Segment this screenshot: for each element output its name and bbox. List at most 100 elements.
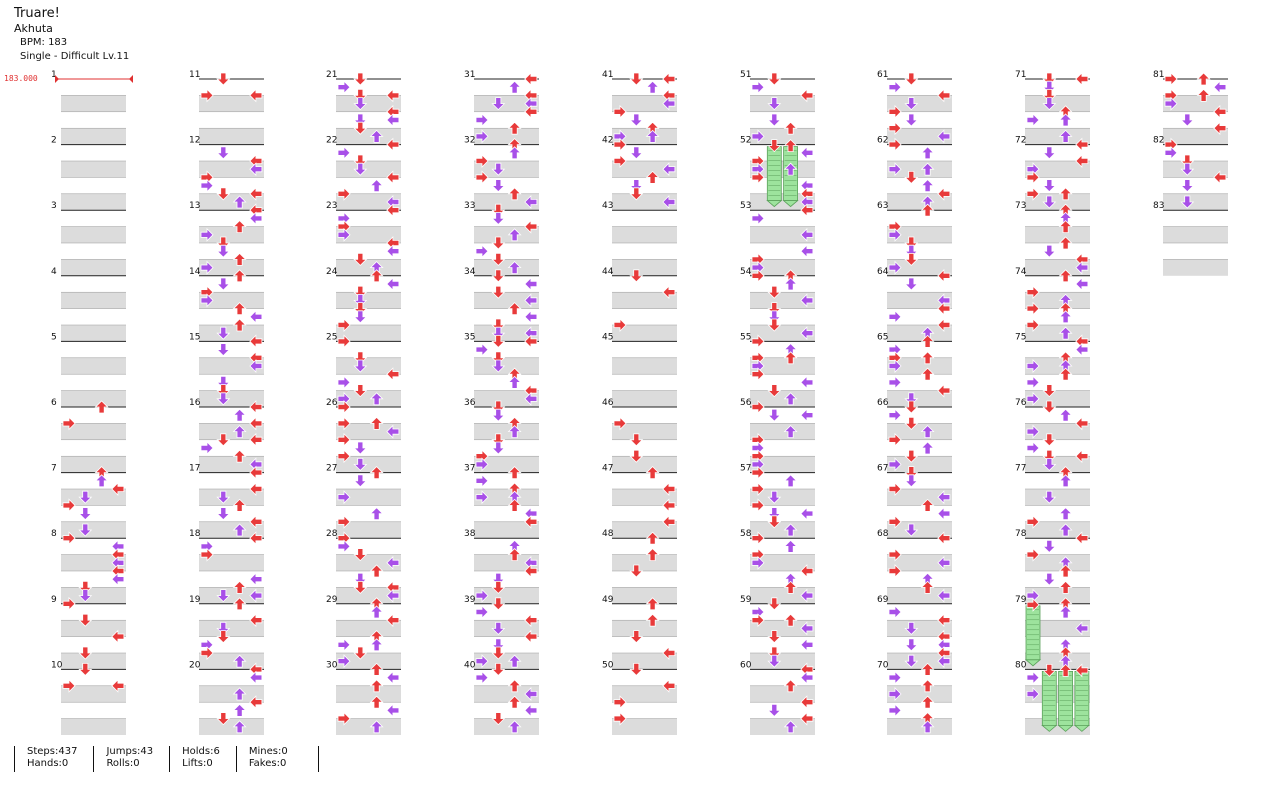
right-arrow <box>662 646 676 660</box>
beat-stripe <box>61 489 126 506</box>
measure-number: 17 <box>189 464 200 474</box>
measure-number: 66 <box>877 398 889 408</box>
left-arrow <box>613 104 627 119</box>
beat-stripe <box>336 259 401 276</box>
up-arrow <box>507 302 522 316</box>
left-arrow <box>62 416 76 431</box>
down-arrow <box>767 597 782 611</box>
up-arrow <box>783 121 798 135</box>
left-arrow <box>475 490 489 505</box>
beat-stripe <box>474 489 539 506</box>
right-arrow <box>524 309 538 324</box>
down-arrow <box>767 515 782 529</box>
beat-stripe <box>336 423 401 440</box>
beat-stripe <box>1025 226 1090 243</box>
left-arrow <box>1026 170 1040 185</box>
right-arrow <box>249 309 263 324</box>
left-arrow <box>337 432 351 447</box>
left-arrow <box>888 514 902 529</box>
right-arrow <box>1075 663 1089 678</box>
right-arrow <box>524 293 538 308</box>
right-arrow <box>111 629 125 644</box>
up-arrow <box>645 129 660 143</box>
up-arrow <box>1058 220 1073 234</box>
stat-jumps: Jumps:43 <box>106 746 154 757</box>
left-arrow <box>475 113 489 127</box>
right-arrow <box>249 359 263 373</box>
right-arrow <box>249 432 263 447</box>
right-arrow <box>249 400 263 414</box>
right-arrow <box>937 654 951 669</box>
up-arrow <box>1058 474 1073 488</box>
beat-stripe <box>887 226 952 243</box>
down-arrow <box>78 589 93 603</box>
down-arrow <box>904 474 919 488</box>
measure-number: 25 <box>326 332 337 342</box>
beat-stripe <box>474 357 539 375</box>
down-arrow <box>1180 195 1195 209</box>
measure-number: 73 <box>1015 201 1026 211</box>
left-arrow <box>337 449 351 464</box>
beat-stripe <box>474 653 539 670</box>
measure-number: 35 <box>464 332 475 342</box>
up-arrow <box>232 498 247 512</box>
beat-stripe <box>612 226 677 243</box>
right-arrow <box>386 277 400 291</box>
up-arrow <box>1058 523 1073 537</box>
up-arrow <box>783 580 798 594</box>
up-arrow <box>507 261 522 275</box>
hold-tail <box>782 200 799 208</box>
song-header: Truare! Akhuta BPM: 183 Single - Difficu… <box>14 6 129 64</box>
measure-number: 24 <box>326 267 338 277</box>
right-arrow <box>249 482 263 496</box>
measure-number: 38 <box>464 529 476 539</box>
left-arrow <box>200 178 214 193</box>
left-arrow <box>888 227 902 242</box>
left-arrow <box>751 129 765 144</box>
beat-stripe <box>1025 718 1090 735</box>
right-arrow <box>249 531 263 546</box>
left-arrow <box>613 154 627 168</box>
down-arrow <box>216 507 231 521</box>
up-arrow <box>783 139 798 153</box>
down-arrow <box>904 523 919 537</box>
left-arrow <box>888 564 902 578</box>
down-arrow <box>904 622 919 635</box>
left-arrow <box>751 334 765 349</box>
measure-number: 10 <box>51 660 63 670</box>
up-arrow <box>232 703 247 717</box>
right-arrow <box>1075 342 1089 357</box>
beat-stripe <box>612 521 677 539</box>
up-arrow <box>920 146 935 160</box>
up-arrow <box>920 695 935 709</box>
left-arrow <box>1164 96 1178 111</box>
down-arrow <box>353 457 368 471</box>
right-arrow <box>249 613 263 628</box>
right-arrow <box>937 88 951 103</box>
beat-stripe <box>336 193 401 211</box>
measure-number: 67 <box>877 464 888 474</box>
beat-stripe <box>750 620 815 637</box>
measure-number: 68 <box>877 529 889 539</box>
up-arrow <box>1058 113 1073 127</box>
measure-number: 57 <box>740 464 751 474</box>
beat-stripe <box>199 161 264 178</box>
beat-stripe <box>1025 685 1090 703</box>
up-arrow <box>369 507 384 520</box>
beat-stripe <box>1163 193 1228 211</box>
right-arrow <box>937 268 951 283</box>
beat-stripe <box>336 161 401 178</box>
down-arrow <box>78 490 93 504</box>
left-arrow <box>751 211 765 226</box>
left-arrow <box>1026 391 1040 406</box>
stat-column: Steps:437 Hands:0 <box>14 746 93 772</box>
down-arrow <box>767 490 782 504</box>
measure-number: 53 <box>740 201 751 211</box>
right-arrow <box>662 482 676 496</box>
beat-stripe <box>1025 161 1090 178</box>
down-arrow <box>216 392 231 406</box>
beat-stripe <box>612 587 677 604</box>
beat-stripe <box>887 587 952 604</box>
beat-stripe <box>199 292 264 309</box>
up-arrow <box>232 449 247 463</box>
